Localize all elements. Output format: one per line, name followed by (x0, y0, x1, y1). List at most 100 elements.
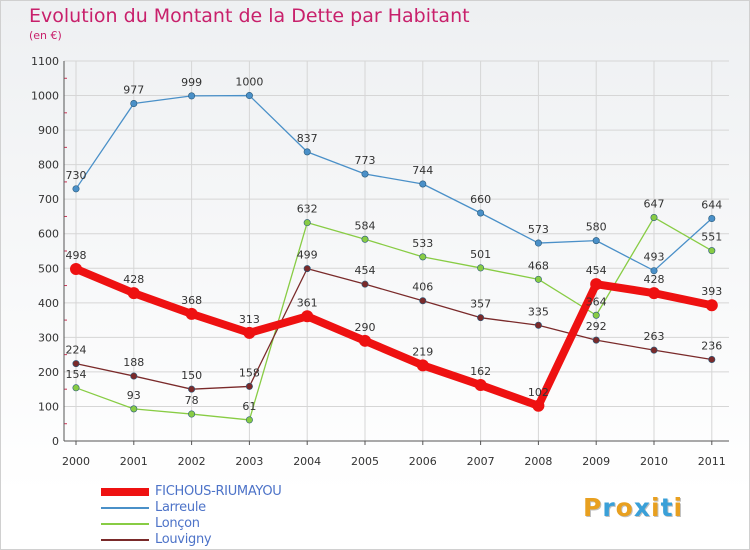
series-line-1 (75, 94, 713, 272)
data-point (650, 213, 658, 221)
data-point (416, 359, 429, 372)
data-point (532, 399, 545, 412)
data-point (303, 148, 311, 156)
data-point (185, 307, 198, 320)
data-label: 498 (66, 249, 87, 262)
data-point (592, 336, 600, 344)
logo-letter: P (583, 493, 603, 522)
data-point (361, 170, 369, 178)
logo-letter: o (615, 493, 634, 522)
x-tick-label: 2002 (178, 455, 206, 468)
data-point (245, 92, 253, 100)
x-tick-label: 2000 (62, 455, 90, 468)
data-label: 393 (701, 285, 722, 298)
data-label: 454 (355, 264, 376, 277)
data-labels: 730 977 999 1000 837 773 744 660 573 580 493 644 154… (66, 76, 723, 413)
data-label: 580 (586, 221, 607, 234)
data-label: 730 (66, 169, 87, 182)
data-label: 154 (66, 368, 87, 381)
legend-swatch (101, 523, 149, 525)
data-point (245, 382, 253, 390)
data-label: 499 (297, 249, 318, 262)
data-point (534, 239, 542, 247)
x-tick-label: 2008 (524, 455, 552, 468)
data-point (127, 287, 140, 300)
legend-label: FICHOUS-RIUMAYOU (155, 484, 282, 499)
data-label: 493 (644, 251, 665, 264)
y-tick-label: 300 (38, 331, 59, 344)
legend-swatch (101, 539, 149, 541)
series-line-3 (75, 267, 713, 390)
data-point (708, 247, 716, 255)
data-label: 551 (701, 231, 722, 244)
y-tick-label: 1100 (31, 55, 59, 68)
data-label: 150 (181, 369, 202, 382)
data-label: 632 (297, 203, 318, 216)
chart-title: Evolution du Montant de la Dette par Hab… (29, 5, 470, 27)
data-point (70, 262, 82, 275)
logo-letter: x (633, 493, 651, 522)
data-label: 361 (297, 296, 318, 309)
x-tick-label: 2011 (698, 455, 726, 468)
data-label: 660 (470, 193, 491, 206)
data-point (72, 360, 80, 368)
data-point (361, 280, 369, 288)
data-label: 290 (355, 321, 376, 334)
data-label: 454 (586, 264, 607, 277)
data-label: 644 (701, 199, 722, 212)
y-tick-label: 100 (38, 400, 59, 413)
data-point (130, 372, 138, 380)
data-point (419, 297, 427, 305)
logo-letter: i (673, 493, 684, 522)
x-tick-label: 2009 (582, 455, 610, 468)
series-line-0 (72, 264, 716, 410)
data-label: 999 (181, 76, 202, 89)
data-label: 263 (644, 330, 665, 343)
data-label: 837 (297, 132, 318, 145)
data-label: 468 (528, 259, 549, 272)
data-label: 93 (127, 389, 141, 402)
data-point (188, 385, 196, 393)
data-label: 647 (644, 197, 665, 210)
legend-label: Lonçon (155, 516, 200, 531)
data-point (243, 326, 256, 339)
data-label: 357 (470, 298, 491, 311)
data-label: 1000 (235, 76, 263, 89)
data-point (650, 267, 658, 275)
x-tick-label: 2003 (235, 455, 263, 468)
series (70, 92, 718, 424)
data-label: 224 (66, 344, 87, 357)
x-tick-label: 2007 (467, 455, 495, 468)
data-label: 313 (239, 313, 260, 326)
data-label: 219 (412, 345, 433, 358)
y-tick-label: 900 (38, 124, 59, 137)
data-point (708, 215, 716, 223)
legend-label: Larreule (155, 500, 206, 515)
data-label: 368 (181, 294, 202, 307)
data-point (303, 265, 311, 273)
data-point (477, 314, 485, 322)
data-label: 292 (586, 320, 607, 333)
data-point (188, 92, 196, 100)
data-point (72, 185, 80, 193)
x-tick-label: 2010 (640, 455, 668, 468)
legend-swatch (101, 488, 149, 496)
y-tick-label: 0 (52, 435, 59, 448)
y-tick-label: 200 (38, 366, 59, 379)
legend-swatch (101, 507, 149, 509)
grid-lines (64, 60, 729, 442)
axes: 0 100 200 300 400 500 600 700 800 900 1000 1100 2000… (31, 55, 729, 468)
data-point (303, 219, 311, 227)
data-point (592, 237, 600, 245)
logo-letter: i (651, 493, 661, 522)
data-label: 102 (528, 386, 549, 399)
data-label: 744 (412, 164, 433, 177)
logo-letter: t (660, 493, 674, 522)
data-label: 428 (123, 273, 144, 286)
y-tick-label: 700 (38, 193, 59, 206)
data-point (359, 334, 371, 347)
series-line-2 (75, 216, 713, 421)
data-point (592, 311, 600, 319)
data-point (474, 379, 487, 392)
